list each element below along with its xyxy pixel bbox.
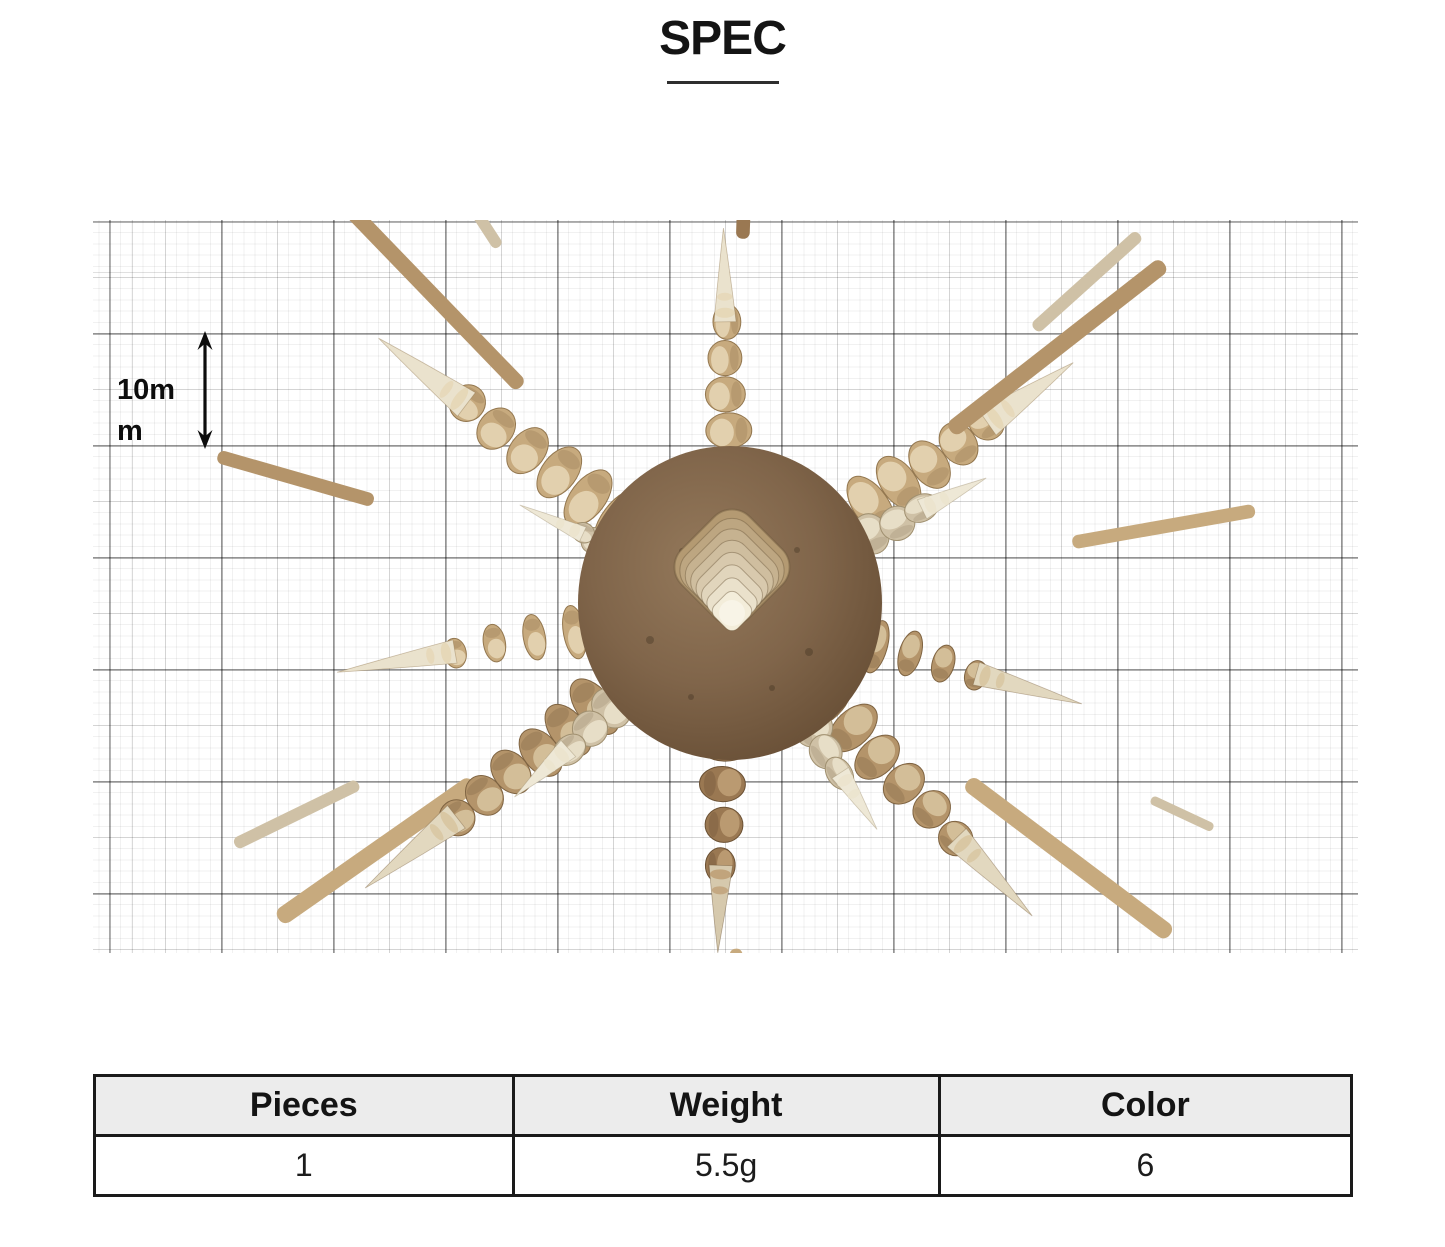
graph-paper-figure: 10mm [93,220,1358,953]
spec-table-header-weight: Weight [511,1074,941,1137]
spec-table-value-row: 1 5.5g 6 [93,1134,1354,1197]
spec-table-header-color: Color [937,1074,1354,1137]
spec-table-header-pieces: Pieces [93,1074,515,1137]
header: SPEC [0,0,1445,85]
spec-table-value-pieces: 1 [93,1134,515,1197]
product-image-lure [217,220,1256,953]
title-underline [666,81,779,85]
spec-table-header-row: Pieces Weight Color [93,1074,1354,1137]
page-title: SPEC [659,12,787,65]
lure-cap [673,508,791,632]
scale-arrow-icon [197,331,213,449]
spec-table: Pieces Weight Color 1 5.5g 6 [93,1074,1354,1197]
spec-table-value-color: 6 [937,1134,1354,1197]
spec-table-value-weight: 5.5g [511,1134,941,1197]
scale-label: 10mm [117,374,176,447]
